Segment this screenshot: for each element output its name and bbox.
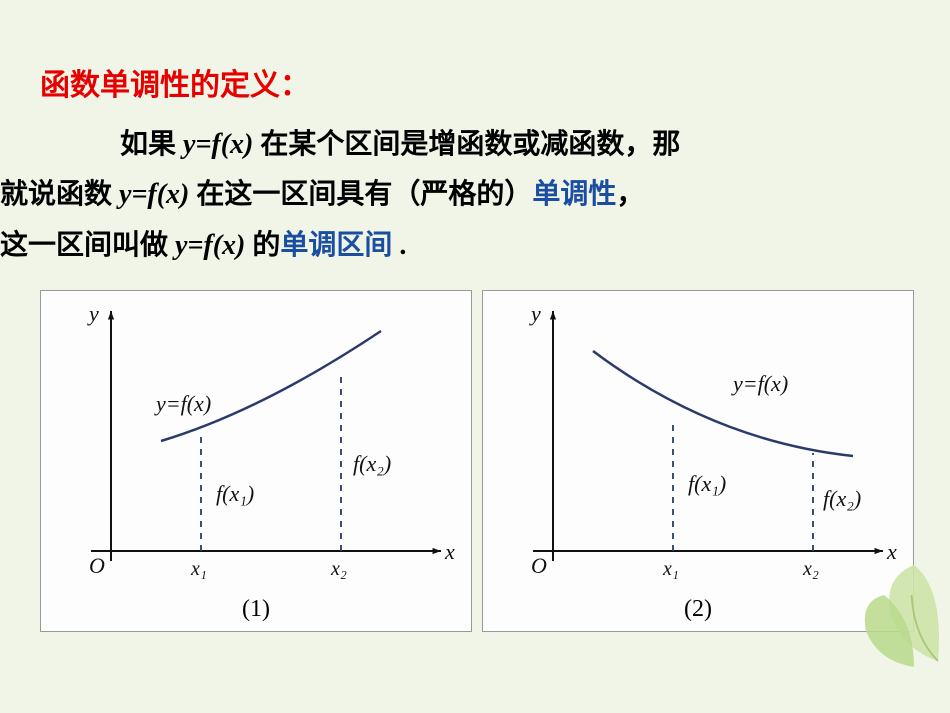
svg-text:y=f(x): y=f(x) — [731, 371, 788, 396]
svg-text:O: O — [531, 553, 547, 578]
svg-text:f(x₂): f(x₂) — [353, 451, 391, 476]
func-notation: y=f(x) — [175, 230, 245, 261]
svg-text:x: x — [444, 539, 455, 564]
t: 的 — [245, 230, 280, 261]
figure-2-label: (2) — [483, 596, 913, 623]
section-title: 函数单调性的定义： — [40, 60, 310, 104]
figures-row: Ox y x₁ x₂ y=f(x) f(x₁) f(x₂) (1) Ox y x₁ x₂ y=f(x… — [40, 290, 914, 632]
t: 在这一区间具有（严格的） — [189, 179, 532, 210]
chart-decreasing: Ox y x₁ x₂ y=f(x) f(x₁) f(x₂) — [483, 291, 913, 591]
definition-text: 如果 y=f(x) 在某个区间是增函数或减函数，那 就说函数 y=f(x) 在这… — [0, 120, 950, 271]
func-notation: y=f(x) — [183, 129, 253, 160]
svg-text:f(x₁): f(x₁) — [216, 481, 254, 506]
svg-text:O: O — [89, 553, 105, 578]
highlight-interval: 单调区间 — [280, 230, 392, 261]
svg-text:y: y — [529, 301, 541, 326]
t: ， — [616, 179, 644, 210]
chart-increasing: Ox y x₁ x₂ y=f(x) f(x₁) f(x₂) — [41, 291, 471, 591]
svg-text:x₂: x₂ — [802, 558, 819, 580]
svg-text:x₁: x₁ — [662, 558, 679, 580]
figure-2: Ox y x₁ x₂ y=f(x) f(x₁) f(x₂) (2) — [482, 290, 914, 632]
t: 在某个区间是增函数或减函数，那 — [253, 129, 680, 160]
svg-text:y: y — [87, 301, 99, 326]
figure-1-label: (1) — [41, 596, 471, 623]
svg-text:x₂: x₂ — [330, 558, 347, 580]
t: 如果 — [120, 129, 183, 160]
t: 这一区间叫做 — [0, 230, 175, 261]
t: 就说函数 — [0, 179, 119, 210]
svg-text:x: x — [886, 539, 897, 564]
highlight-monotonic: 单调性 — [532, 179, 616, 210]
svg-text:f(x₂): f(x₂) — [823, 486, 861, 511]
svg-text:f(x₁): f(x₁) — [688, 471, 726, 496]
func-notation: y=f(x) — [119, 179, 189, 210]
svg-text:y=f(x): y=f(x) — [154, 391, 211, 416]
t: . — [392, 230, 406, 261]
svg-text:x₁: x₁ — [190, 558, 207, 580]
figure-1: Ox y x₁ x₂ y=f(x) f(x₁) f(x₂) (1) — [40, 290, 472, 632]
